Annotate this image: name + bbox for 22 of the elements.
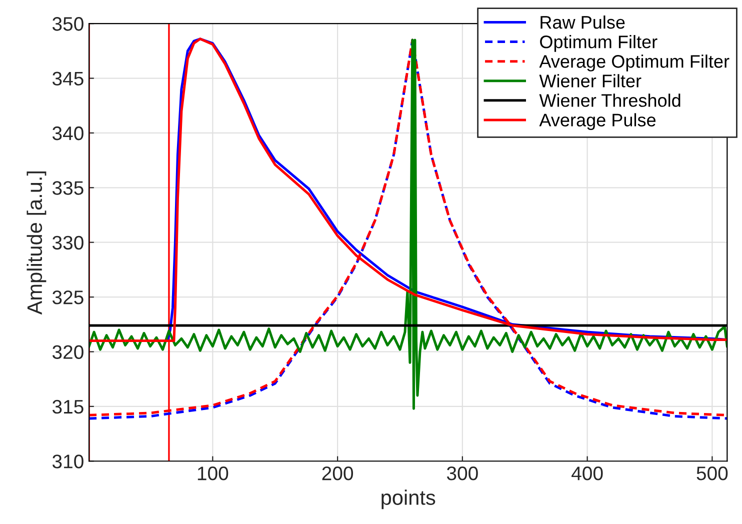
y-tick-label: 325	[52, 290, 84, 304]
legend-label: Average Pulse	[539, 113, 656, 130]
y-tick-label: 330	[52, 236, 84, 250]
y-tick-label: 350	[52, 17, 84, 31]
y-tick-label: 345	[52, 72, 84, 86]
x-tick-label: 400	[572, 466, 603, 480]
x-tick-label: 200	[322, 466, 354, 480]
legend-label: Raw Pulse	[540, 15, 625, 29]
y-tick-label: 315	[52, 400, 84, 414]
legend-label: Wiener Filter	[539, 74, 642, 88]
legend-label: Optimum Filter	[540, 35, 658, 52]
x-tick-label: 300	[446, 466, 478, 480]
legend-label: Wiener Threshold	[539, 94, 680, 107]
x-tick-label: 100	[198, 466, 228, 480]
y-tick-label: 310	[52, 454, 84, 468]
legend-label: Average Optimum Filter	[539, 54, 730, 72]
y-tick-label: 320	[52, 345, 84, 359]
y-axis-title: Amplitude [a.u.]	[26, 171, 46, 315]
x-axis-title: points	[382, 490, 436, 510]
y-tick-label: 340	[52, 126, 84, 140]
x-tick-label: 500	[696, 466, 728, 480]
y-tick-label: 335	[52, 181, 84, 195]
